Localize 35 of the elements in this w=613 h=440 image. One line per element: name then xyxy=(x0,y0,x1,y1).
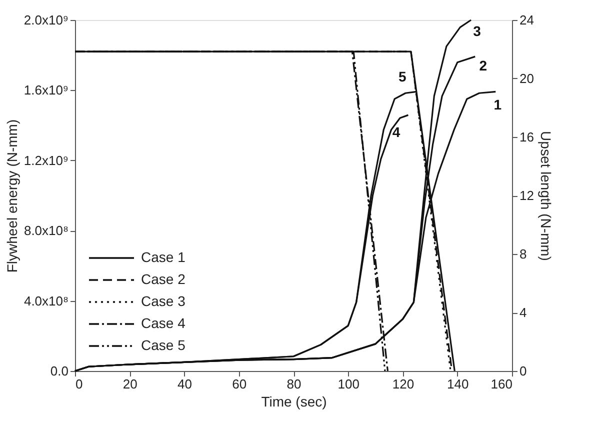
y-tick-label: 1.2x10⁹ xyxy=(24,152,68,168)
series-label: 4 xyxy=(392,124,400,140)
legend-label: Case 2 xyxy=(141,271,186,287)
y-tick-label: 4.0x10⁸ xyxy=(24,293,68,308)
y2-tick-label: 20 xyxy=(520,71,534,86)
x-tick-label: 0 xyxy=(76,376,83,392)
legend-label: Case 1 xyxy=(141,249,186,265)
x-tick-label: 160 xyxy=(490,376,512,392)
legend-label: Case 4 xyxy=(141,315,186,331)
y2-tick-label: 12 xyxy=(520,188,534,203)
series-label: 3 xyxy=(473,23,482,39)
series-label: 5 xyxy=(398,68,407,85)
y2-tick-label: 24 xyxy=(520,12,534,28)
y-axis-title: Flywheel energy (N-mm) xyxy=(4,119,20,273)
x-tick-label: 40 xyxy=(178,376,192,392)
x-tick-label: 100 xyxy=(338,376,360,392)
x-tick-label: 120 xyxy=(392,376,414,392)
legend-label: Case 3 xyxy=(141,293,186,309)
y-tick-label: 0.0 xyxy=(50,364,68,378)
legend-label: Case 5 xyxy=(141,337,186,353)
x-tick-label: 80 xyxy=(286,376,302,392)
series-label: 2 xyxy=(479,58,488,74)
y2-tick-label: 8 xyxy=(520,246,527,262)
y2-tick-label: 16 xyxy=(520,130,534,144)
series-label: 1 xyxy=(494,96,502,113)
y-tick-label: 1.6x10⁹ xyxy=(24,82,68,98)
x-axis-title: Time (sec) xyxy=(261,394,327,410)
y2-tick-label: 0 xyxy=(520,364,527,378)
y-tick-label: 2.0x10⁹ xyxy=(24,12,68,28)
x-tick-label: 140 xyxy=(447,376,469,392)
x-tick-label: 60 xyxy=(232,376,247,392)
y2-tick-label: 4 xyxy=(520,305,527,320)
y2-axis-title: Upset length (N-mm) xyxy=(538,131,554,261)
x-tick-label: 20 xyxy=(122,376,138,392)
y-tick-label: 8.0x10⁸ xyxy=(24,223,68,238)
